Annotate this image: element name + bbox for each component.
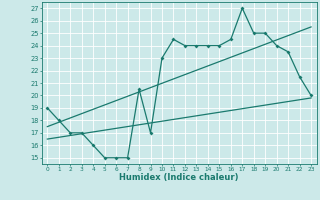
X-axis label: Humidex (Indice chaleur): Humidex (Indice chaleur): [119, 173, 239, 182]
